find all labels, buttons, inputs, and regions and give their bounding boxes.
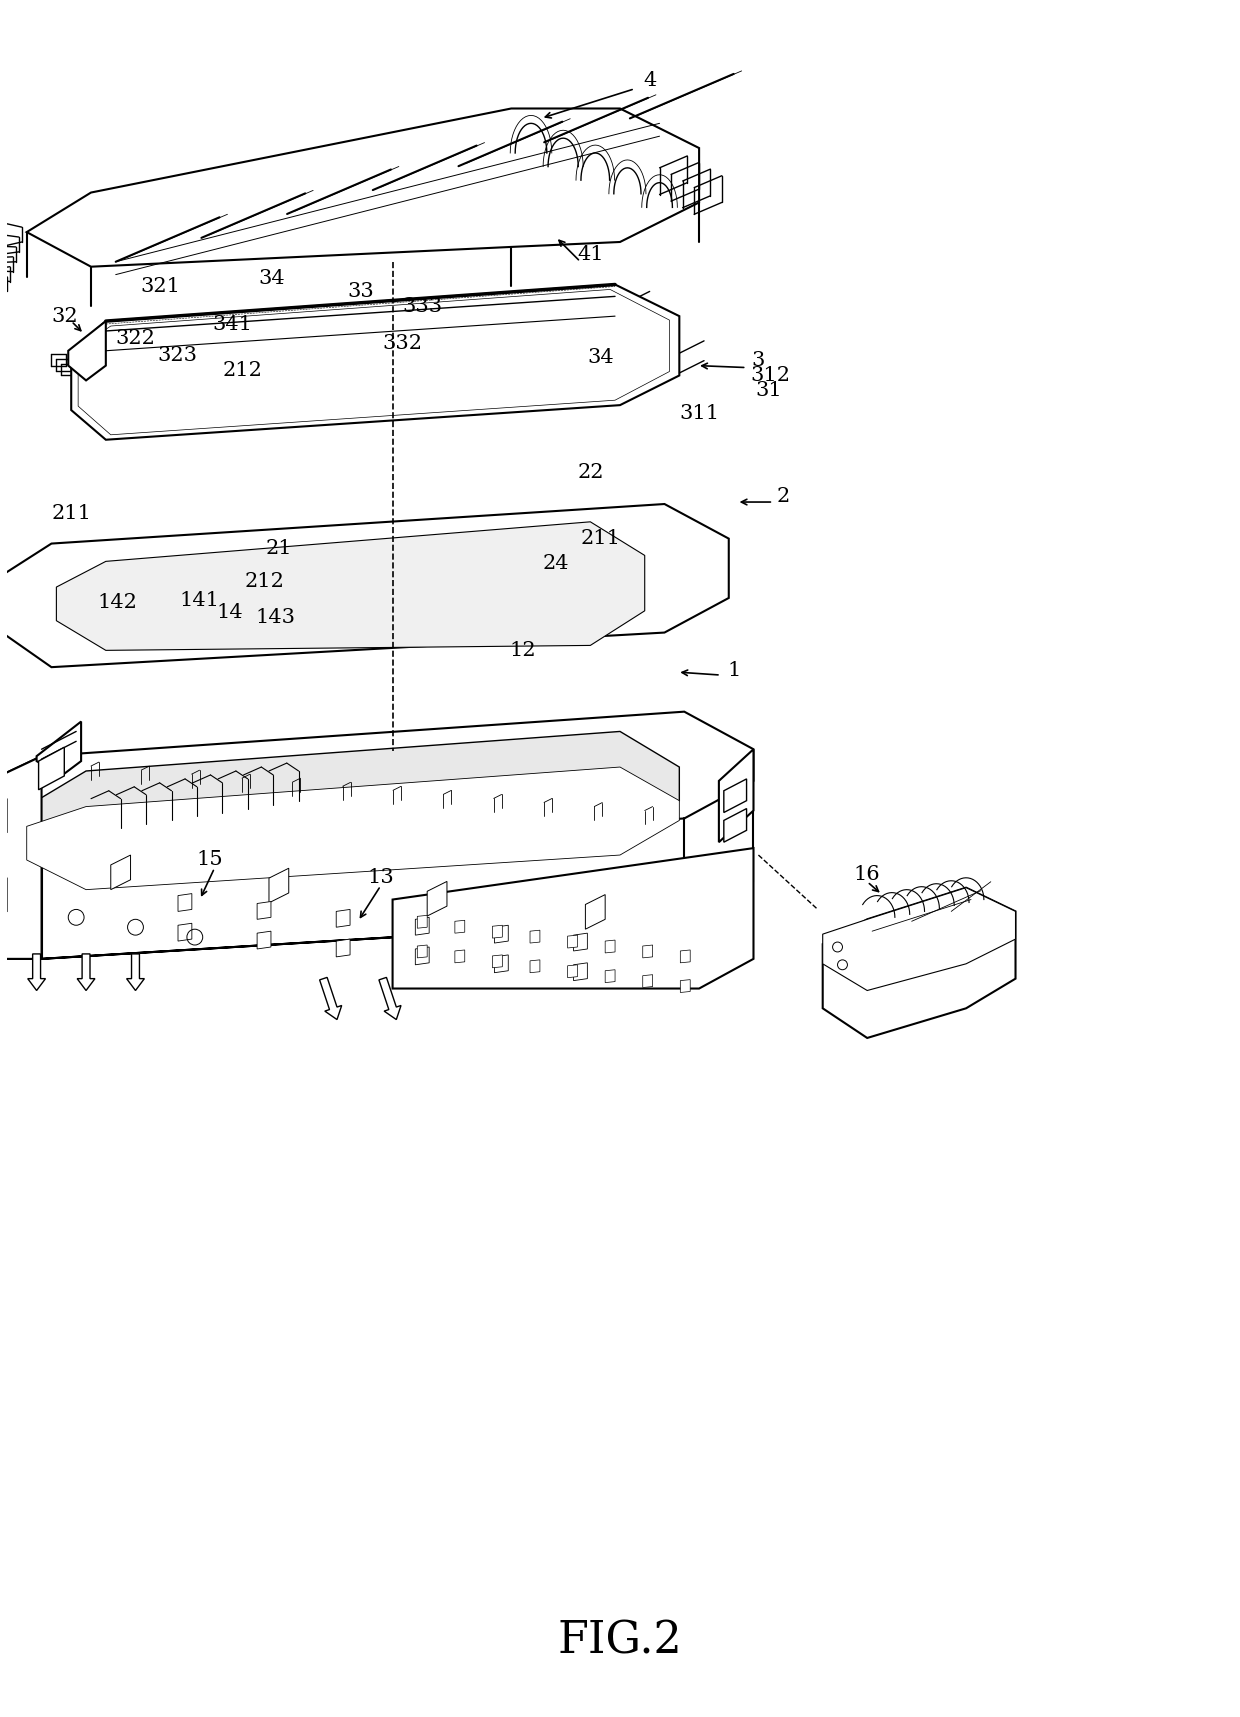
Text: 12: 12 xyxy=(510,640,537,659)
Polygon shape xyxy=(68,321,105,381)
Text: 4: 4 xyxy=(644,72,656,91)
Text: 34: 34 xyxy=(587,349,614,367)
Polygon shape xyxy=(78,290,670,434)
Polygon shape xyxy=(0,711,754,858)
Text: 141: 141 xyxy=(180,591,219,611)
Polygon shape xyxy=(0,798,7,845)
Polygon shape xyxy=(585,895,605,929)
Polygon shape xyxy=(110,855,130,889)
Polygon shape xyxy=(492,955,502,968)
Text: 24: 24 xyxy=(542,555,569,573)
Polygon shape xyxy=(27,731,680,871)
Polygon shape xyxy=(724,809,746,841)
Polygon shape xyxy=(269,869,289,903)
FancyArrow shape xyxy=(126,955,144,991)
Text: 21: 21 xyxy=(265,539,293,558)
FancyArrow shape xyxy=(27,955,46,991)
Polygon shape xyxy=(574,932,588,951)
Text: 332: 332 xyxy=(382,335,423,354)
Text: 311: 311 xyxy=(680,403,719,422)
Polygon shape xyxy=(495,955,508,974)
Polygon shape xyxy=(179,893,192,912)
Polygon shape xyxy=(642,944,652,958)
FancyArrow shape xyxy=(379,977,401,1020)
Polygon shape xyxy=(568,965,578,977)
Polygon shape xyxy=(415,917,429,936)
Text: 212: 212 xyxy=(244,572,284,591)
Text: 211: 211 xyxy=(580,529,620,548)
Text: 22: 22 xyxy=(577,464,604,482)
Text: 211: 211 xyxy=(51,505,92,524)
Polygon shape xyxy=(574,963,588,980)
Text: 41: 41 xyxy=(577,246,604,264)
Text: 34: 34 xyxy=(259,270,285,288)
Polygon shape xyxy=(179,924,192,941)
Polygon shape xyxy=(415,948,429,965)
Text: 143: 143 xyxy=(255,608,296,627)
Text: 33: 33 xyxy=(347,282,374,300)
Polygon shape xyxy=(605,970,615,982)
Text: 3: 3 xyxy=(751,352,765,371)
Polygon shape xyxy=(393,848,754,989)
Polygon shape xyxy=(495,925,508,943)
Polygon shape xyxy=(455,920,465,932)
Text: 341: 341 xyxy=(212,314,253,333)
Polygon shape xyxy=(492,925,502,937)
Text: 13: 13 xyxy=(367,869,394,888)
Polygon shape xyxy=(37,721,81,776)
Polygon shape xyxy=(418,944,428,958)
FancyArrow shape xyxy=(320,977,342,1020)
Text: 322: 322 xyxy=(115,330,155,349)
Polygon shape xyxy=(455,950,465,963)
Polygon shape xyxy=(418,915,428,929)
Text: 323: 323 xyxy=(157,347,197,366)
Text: 1: 1 xyxy=(727,661,740,680)
Polygon shape xyxy=(257,901,272,919)
Polygon shape xyxy=(605,941,615,953)
Polygon shape xyxy=(56,522,645,651)
Polygon shape xyxy=(822,888,1016,1039)
Polygon shape xyxy=(257,931,272,950)
Polygon shape xyxy=(568,936,578,948)
Polygon shape xyxy=(428,881,446,915)
Text: 142: 142 xyxy=(98,594,138,613)
Polygon shape xyxy=(0,755,42,958)
Polygon shape xyxy=(71,285,680,440)
Polygon shape xyxy=(529,960,539,974)
Polygon shape xyxy=(27,767,680,889)
FancyArrow shape xyxy=(77,955,95,991)
Polygon shape xyxy=(642,975,652,987)
Polygon shape xyxy=(529,931,539,943)
Polygon shape xyxy=(681,950,691,963)
Text: 32: 32 xyxy=(51,307,78,326)
Polygon shape xyxy=(27,108,699,266)
Polygon shape xyxy=(336,939,350,956)
Polygon shape xyxy=(0,877,7,924)
Text: 212: 212 xyxy=(222,361,262,379)
Text: 321: 321 xyxy=(140,276,180,295)
Text: 31: 31 xyxy=(755,381,781,400)
Polygon shape xyxy=(724,780,746,812)
Text: 312: 312 xyxy=(750,366,790,385)
Polygon shape xyxy=(336,910,350,927)
Text: 333: 333 xyxy=(402,297,443,316)
Polygon shape xyxy=(2,505,729,668)
Text: 14: 14 xyxy=(216,603,243,622)
Text: FIG.2: FIG.2 xyxy=(558,1619,682,1662)
Polygon shape xyxy=(719,749,754,841)
Polygon shape xyxy=(681,980,691,992)
Polygon shape xyxy=(0,883,754,958)
Polygon shape xyxy=(38,747,64,790)
Text: 2: 2 xyxy=(776,486,790,505)
Text: 15: 15 xyxy=(196,850,223,869)
Text: 16: 16 xyxy=(854,865,880,884)
Polygon shape xyxy=(822,888,1016,991)
